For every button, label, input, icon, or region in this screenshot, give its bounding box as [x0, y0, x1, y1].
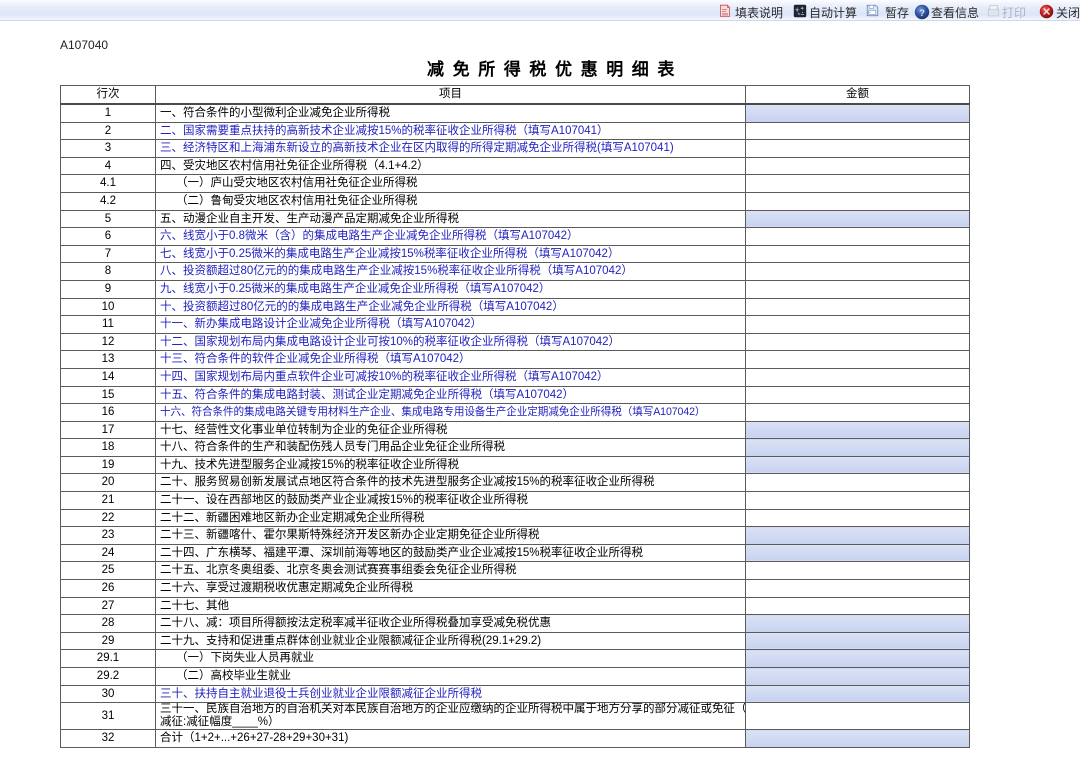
svg-text:?: ? [919, 8, 925, 18]
